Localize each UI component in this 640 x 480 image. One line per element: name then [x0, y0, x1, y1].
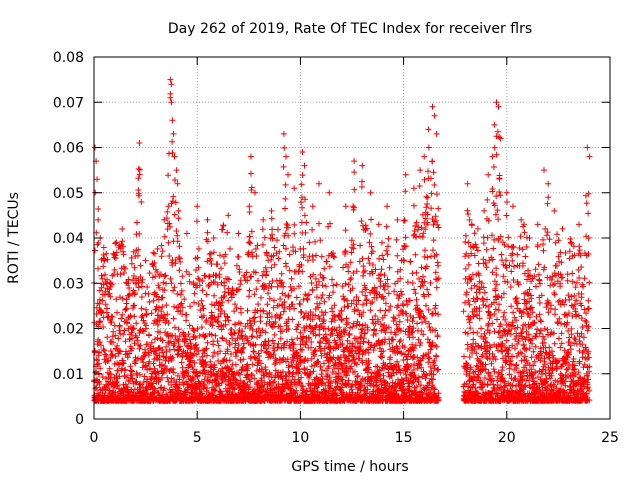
y-axis-label: ROTI / TECUs: [6, 192, 22, 284]
y-tick-label: 0.06: [53, 141, 84, 157]
y-tick-label: 0.07: [53, 95, 84, 111]
x-tick-label: 15: [395, 430, 413, 446]
y-tick-label: 0.03: [53, 276, 84, 292]
y-tick-label: 0.08: [53, 50, 84, 66]
chart-title: Day 262 of 2019, Rate Of TEC Index for r…: [168, 21, 532, 37]
x-tick-label: 5: [193, 430, 202, 446]
x-tick-label: 25: [601, 430, 619, 446]
axis-ticks: 0 0.01 0.02 0.03 0.04 0.05 0.06 0.07 0.08 0 5 10 15 2…: [53, 50, 619, 446]
x-tick-label: 20: [498, 430, 516, 446]
y-tick-label: 0: [75, 412, 84, 428]
x-tick-label: 10: [291, 430, 309, 446]
x-axis-label: GPS time / hours: [291, 459, 408, 475]
y-tick-label: 0.04: [53, 231, 84, 247]
y-tick-label: 0.02: [53, 322, 84, 338]
y-tick-label: 0.01: [53, 367, 84, 383]
y-tick-label: 0.05: [53, 186, 84, 202]
x-tick-label: 0: [90, 430, 99, 446]
